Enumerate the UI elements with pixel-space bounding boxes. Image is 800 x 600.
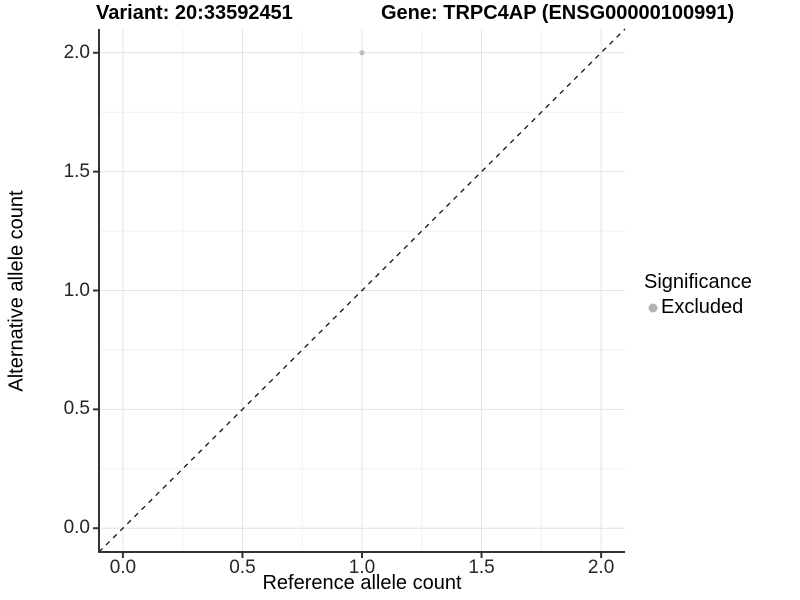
x-tick-label: 0.5	[229, 557, 256, 578]
y-tick-label: 0.5	[63, 398, 90, 420]
x-tick-label: 1.0	[348, 557, 376, 578]
y-axis-title: Alternative allele count	[5, 190, 28, 392]
excluded-point-icon	[648, 303, 657, 312]
plot-title-variant: Variant: 20:33592451	[96, 2, 293, 24]
legend: Significance Excluded	[644, 271, 752, 319]
x-tick-label: 0.0	[109, 557, 137, 578]
identity-dashed-line	[98, 28, 626, 553]
x-tick-label: 1.5	[468, 557, 495, 578]
legend-key	[644, 299, 661, 316]
y-tick-label: 1.5	[63, 160, 90, 182]
x-tick-label: 2.0	[587, 557, 615, 578]
legend-item-label: Excluded	[661, 296, 744, 318]
data-point	[359, 50, 365, 56]
legend-item-excluded: Excluded	[644, 296, 752, 319]
plot-title-gene: Gene: TRPC4AP (ENSG00000100991)	[381, 2, 735, 24]
x-axis-title: Reference allele count	[262, 572, 462, 594]
y-tick-label: 2.0	[63, 41, 90, 63]
legend-title: Significance	[644, 271, 752, 293]
y-tick-label: 1.0	[63, 279, 90, 301]
y-tick-label: 0.0	[63, 517, 90, 539]
